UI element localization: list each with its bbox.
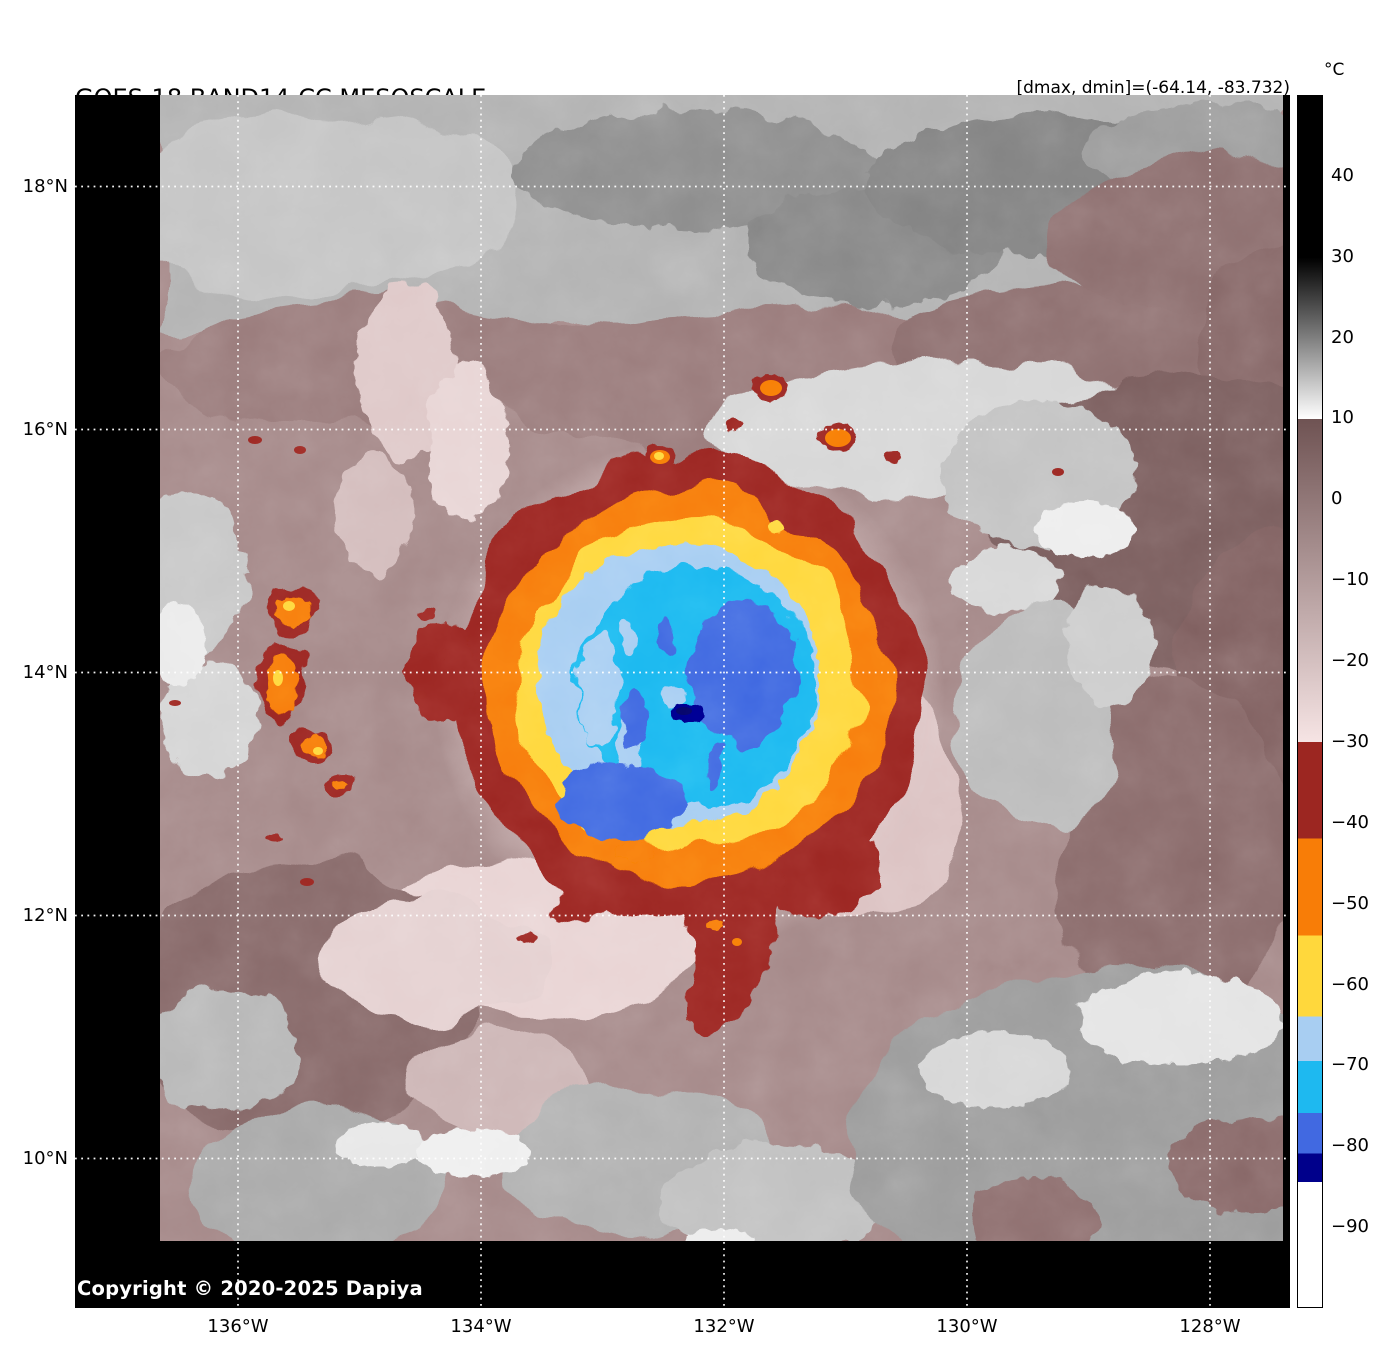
- colorbar-gradient: [1298, 96, 1322, 1307]
- satellite-data-region: [160, 95, 1283, 1241]
- latitude-tick-label: 10°N: [22, 1147, 68, 1169]
- colorbar: [1297, 95, 1323, 1308]
- colorbar-tick-label: −60: [1331, 973, 1369, 995]
- colorbar-tick-label: −30: [1331, 730, 1369, 752]
- colorbar-unit-label: °C: [1324, 60, 1345, 80]
- colorbar-tick-label: −80: [1331, 1135, 1369, 1157]
- colorbar-tick-label: 20: [1331, 326, 1354, 348]
- latitude-tick-label: 12°N: [22, 904, 68, 926]
- colorbar-tick-label: −40: [1331, 811, 1369, 833]
- colorbar-tick-label: 10: [1331, 407, 1354, 429]
- dmax-dmin-readout: [dmax, dmin]=(-64.14, -83.732): [1016, 78, 1291, 98]
- longitude-tick-label: 136°W: [207, 1316, 269, 1337]
- latitude-tick-label: 16°N: [22, 418, 68, 440]
- longitude-tick-label: 130°W: [936, 1316, 998, 1337]
- latitude-tick-label: 14°N: [22, 661, 68, 683]
- longitude-tick-label: 134°W: [450, 1316, 512, 1337]
- colorbar-tick-label: −50: [1331, 892, 1369, 914]
- gridlines: [75, 95, 1290, 1308]
- satellite-map-plot: Copyright © 2020-2025 Dapiya: [75, 95, 1290, 1308]
- colorbar-tick-label: 40: [1331, 164, 1354, 186]
- colorbar-tick-label: −70: [1331, 1054, 1369, 1076]
- satellite-image: [75, 95, 1290, 1308]
- latitude-tick-label: 18°N: [22, 175, 68, 197]
- colorbar-tick-label: −20: [1331, 650, 1369, 672]
- copyright-notice: Copyright © 2020-2025 Dapiya: [77, 1277, 423, 1300]
- longitude-tick-label: 132°W: [693, 1316, 755, 1337]
- colorbar-tick-label: −10: [1331, 569, 1369, 591]
- colorbar-tick-label: 30: [1331, 245, 1354, 267]
- longitude-tick-label: 128°W: [1179, 1316, 1241, 1337]
- colorbar-tick-label: −90: [1331, 1216, 1369, 1238]
- colorbar-tick-label: 0: [1331, 488, 1343, 510]
